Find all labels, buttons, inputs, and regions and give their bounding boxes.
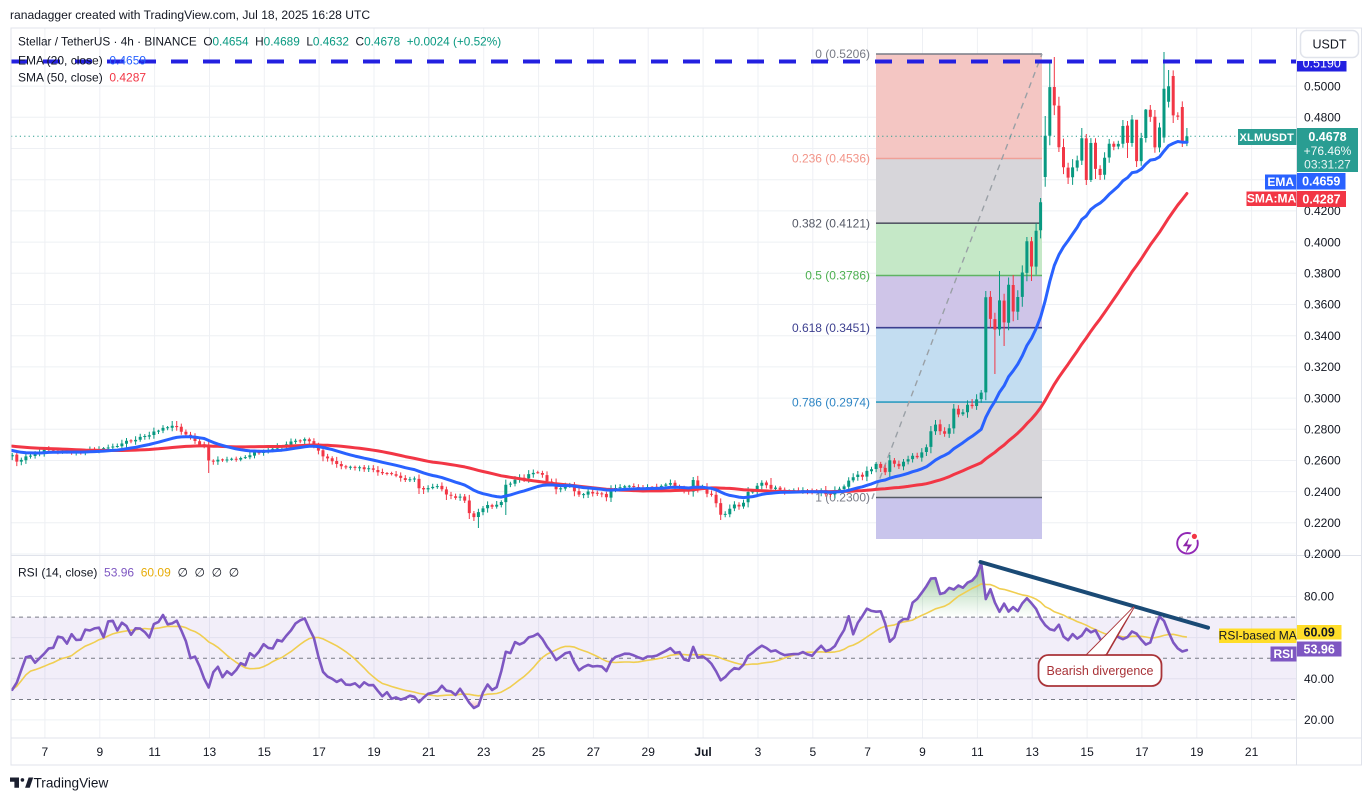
svg-text:7: 7 <box>42 745 49 759</box>
svg-text:0.2400: 0.2400 <box>1304 485 1341 499</box>
svg-text:15: 15 <box>258 745 272 759</box>
svg-text:0.382 (0.4121): 0.382 (0.4121) <box>792 216 870 230</box>
svg-text:17: 17 <box>312 745 326 759</box>
svg-text:0.4800: 0.4800 <box>1304 111 1341 125</box>
svg-text:0.2600: 0.2600 <box>1304 454 1341 468</box>
svg-text:0.4287: 0.4287 <box>1302 192 1340 206</box>
svg-text:40.00: 40.00 <box>1304 672 1334 686</box>
svg-text:13: 13 <box>1026 745 1040 759</box>
svg-text:0.2200: 0.2200 <box>1304 516 1341 530</box>
svg-text:11: 11 <box>148 745 161 759</box>
svg-text:0.3000: 0.3000 <box>1304 391 1341 405</box>
svg-text:0.236 (0.4536): 0.236 (0.4536) <box>792 152 870 166</box>
svg-text:29: 29 <box>642 745 656 759</box>
svg-text:Bearish divergence: Bearish divergence <box>1046 664 1153 678</box>
svg-text:ranadagger created with Tradin: ranadagger created with TradingView.com,… <box>10 8 370 22</box>
svg-text:53.96: 53.96 <box>1304 642 1335 656</box>
svg-text:7: 7 <box>864 745 871 759</box>
svg-text:SMA (50, close) 0.4287: SMA (50, close) 0.4287 <box>18 71 146 85</box>
svg-text:0.3400: 0.3400 <box>1304 329 1341 343</box>
svg-text:0.786 (0.2974): 0.786 (0.2974) <box>792 395 870 409</box>
svg-text:27: 27 <box>587 745 601 759</box>
svg-text:17: 17 <box>1135 745 1149 759</box>
svg-text:0.3600: 0.3600 <box>1304 298 1341 312</box>
svg-text:0.5000: 0.5000 <box>1304 79 1341 93</box>
svg-text:0 (0.5206): 0 (0.5206) <box>815 47 870 61</box>
svg-text:USDT: USDT <box>1312 38 1346 52</box>
svg-text:0.618 (0.3451): 0.618 (0.3451) <box>792 321 870 335</box>
svg-text:15: 15 <box>1080 745 1094 759</box>
svg-text:0.5 (0.3786): 0.5 (0.3786) <box>805 269 870 283</box>
svg-text:XLMUSDT: XLMUSDT <box>1240 132 1295 144</box>
svg-text:60.09: 60.09 <box>1304 625 1335 639</box>
svg-text:RSI (14, close) 53.96 60.09: RSI (14, close) 53.96 60.09 ∅ ∅ ∅ ∅ <box>18 566 239 580</box>
svg-text:03:31:27: 03:31:27 <box>1304 158 1351 172</box>
svg-text:EMA (20, close) 0.4659: EMA (20, close) 0.4659 <box>18 54 146 68</box>
svg-text:19: 19 <box>1190 745 1204 759</box>
svg-text:Stellar / TetherUS · 4h · BINA: Stellar / TetherUS · 4h · BINANCE O0.465… <box>18 35 501 49</box>
svg-text:0.3200: 0.3200 <box>1304 360 1341 374</box>
svg-text:20.00: 20.00 <box>1304 713 1334 727</box>
svg-text:0.2000: 0.2000 <box>1304 547 1341 561</box>
svg-text:21: 21 <box>1245 745 1259 759</box>
svg-text:Jul: Jul <box>694 745 711 759</box>
svg-text:3: 3 <box>755 745 762 759</box>
svg-text:SMA:MA: SMA:MA <box>1247 192 1297 206</box>
svg-text:0.2800: 0.2800 <box>1304 423 1341 437</box>
svg-text:19: 19 <box>367 745 381 759</box>
svg-text:RSI-based MA: RSI-based MA <box>1219 629 1297 643</box>
svg-text:EMA: EMA <box>1267 175 1294 189</box>
svg-text:23: 23 <box>477 745 491 759</box>
svg-text:+76.46%: +76.46% <box>1304 144 1352 158</box>
svg-text:80.00: 80.00 <box>1304 590 1334 604</box>
svg-text:25: 25 <box>532 745 546 759</box>
svg-text:9: 9 <box>919 745 926 759</box>
svg-text:0.4659: 0.4659 <box>1302 174 1340 188</box>
svg-text:5: 5 <box>809 745 816 759</box>
svg-text:9: 9 <box>96 745 103 759</box>
svg-text:0.5190: 0.5190 <box>1303 56 1341 70</box>
svg-text:0.4678: 0.4678 <box>1308 130 1346 144</box>
svg-text:TradingView: TradingView <box>34 776 109 791</box>
svg-text:0.4200: 0.4200 <box>1304 204 1341 218</box>
svg-text:21: 21 <box>422 745 436 759</box>
svg-text:11: 11 <box>971 745 984 759</box>
svg-text:13: 13 <box>203 745 217 759</box>
svg-text:RSI: RSI <box>1273 647 1293 661</box>
svg-text:0.4000: 0.4000 <box>1304 235 1341 249</box>
svg-text:0.3800: 0.3800 <box>1304 267 1341 281</box>
